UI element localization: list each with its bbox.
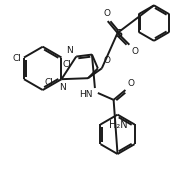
Text: O: O — [104, 56, 111, 65]
Text: S: S — [115, 29, 122, 39]
Text: Cl: Cl — [45, 78, 54, 87]
Text: O: O — [131, 47, 138, 56]
Text: Cl: Cl — [62, 60, 71, 70]
Text: O: O — [127, 79, 134, 88]
Text: N: N — [67, 46, 73, 55]
Text: N: N — [59, 83, 66, 92]
Text: O: O — [103, 9, 110, 18]
Text: H₂N: H₂N — [109, 120, 128, 130]
Text: Cl: Cl — [12, 54, 21, 63]
Text: HN: HN — [79, 90, 93, 99]
